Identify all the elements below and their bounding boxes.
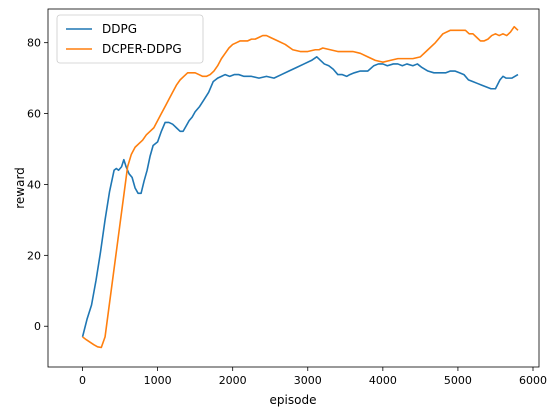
series-line-dcper-ddpg [82, 25, 519, 349]
x-axis-label: episode [270, 393, 317, 407]
y-axis-ticks: 0 20 40 60 80 [27, 37, 48, 333]
legend-box [56, 14, 204, 64]
y-tick-label: 0 [34, 320, 41, 333]
legend-label-dcper-ddpg: DCPER-DDPG [102, 42, 182, 56]
x-tick-label: 1000 [144, 374, 172, 387]
x-tick-label: 6000 [519, 374, 547, 387]
x-tick-label: 2000 [219, 374, 247, 387]
y-tick-label: 20 [27, 249, 41, 262]
y-tick-label: 80 [27, 37, 41, 50]
x-tick-label: 5000 [444, 374, 472, 387]
series-line-ddpg [81, 56, 519, 338]
x-tick-label: 4000 [369, 374, 397, 387]
legend-label-ddpg: DDPG [102, 22, 137, 36]
x-tick-label: 0 [79, 374, 86, 387]
y-axis-label: reward [13, 167, 27, 209]
legend: DDPG DCPER-DDPG [56, 14, 204, 64]
plot-frame [47, 8, 540, 368]
x-axis-ticks: 0 1000 2000 3000 4000 5000 6000 [79, 367, 547, 387]
x-tick-label: 3000 [294, 374, 322, 387]
series-layer [81, 25, 519, 349]
y-tick-label: 60 [27, 108, 41, 121]
y-tick-label: 40 [27, 178, 41, 191]
